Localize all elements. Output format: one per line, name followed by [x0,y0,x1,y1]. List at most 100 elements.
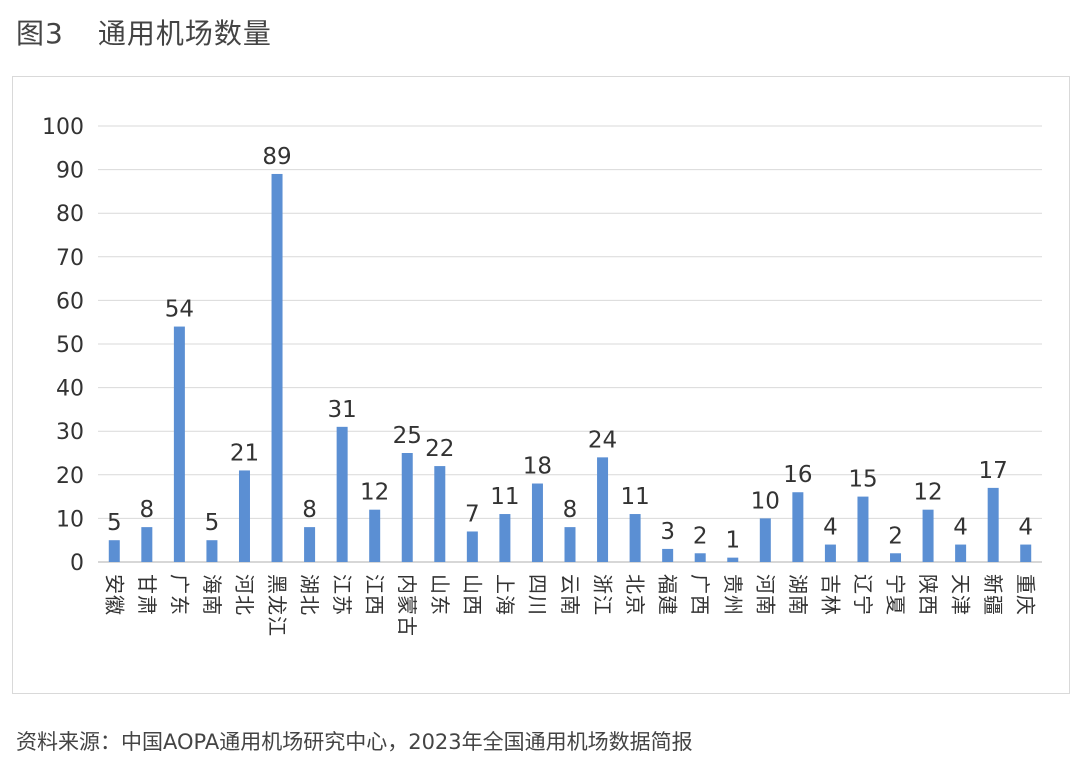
data-label: 8 [302,497,317,523]
svg-text:北: 北 [232,595,256,615]
data-label: 1 [725,528,740,554]
data-label: 25 [393,423,422,449]
y-tick-label: 10 [56,507,84,532]
data-label: 16 [783,462,812,488]
svg-text:江: 江 [591,595,615,615]
source-note: 资料来源：中国AOPA通用机场研究中心，2023年全国通用机场数据简报 [16,730,693,754]
data-label: 10 [751,488,780,514]
bar [564,527,576,562]
x-tick-label: 辽宁 [851,574,875,615]
x-tick-label: 内蒙古 [395,574,419,636]
data-label: 54 [165,297,194,323]
bar [694,553,706,562]
x-tick-label: 江西 [363,574,387,615]
svg-text:内: 内 [395,574,419,594]
data-label: 4 [1018,515,1033,541]
data-label: 89 [262,144,291,170]
x-tick-label: 安徽 [102,574,126,615]
svg-text:徽: 徽 [102,595,126,615]
y-tick-label: 20 [56,464,84,489]
x-tick-label: 河北 [232,574,256,615]
data-label: 31 [327,397,356,423]
svg-text:天: 天 [949,574,973,594]
data-label: 8 [563,497,578,523]
svg-text:夏: 夏 [884,595,908,615]
svg-text:山: 山 [428,574,452,594]
data-label: 17 [979,458,1008,484]
y-tick-label: 40 [56,377,84,402]
data-label: 18 [523,454,552,480]
bar [108,540,120,562]
figure-number: 图3 [16,17,64,50]
svg-text:南: 南 [786,595,810,615]
svg-text:西: 西 [688,595,712,615]
bar [238,470,250,562]
data-label: 11 [620,484,649,510]
data-label: 7 [465,501,480,527]
x-tick-label: 浙江 [591,574,615,615]
data-label: 12 [913,480,942,506]
bar [727,557,739,562]
chart-frame [12,76,1070,694]
x-tick-label: 湖南 [786,574,810,615]
x-tick-label: 山东 [428,574,452,615]
svg-text:广: 广 [167,574,191,594]
data-label: 2 [693,523,708,549]
svg-text:湖: 湖 [298,574,322,594]
svg-text:重: 重 [1014,574,1038,594]
data-label: 3 [660,519,675,545]
svg-text:黑: 黑 [265,574,289,594]
svg-text:陕: 陕 [916,574,940,594]
y-tick-label: 0 [70,551,84,576]
data-label: 8 [140,497,155,523]
bar [955,544,967,562]
x-tick-label: 湖北 [298,574,322,615]
svg-text:福: 福 [656,574,680,594]
svg-text:南: 南 [753,595,777,615]
x-tick-label: 黑龙江 [265,574,289,636]
x-tick-label: 河南 [753,574,777,615]
svg-text:龙: 龙 [265,595,289,615]
data-label: 12 [360,480,389,506]
data-label: 15 [848,467,877,493]
svg-text:南: 南 [200,595,224,615]
svg-text:湖: 湖 [786,574,810,594]
svg-text:肃: 肃 [135,595,159,615]
x-tick-label: 广西 [688,574,712,615]
svg-text:甘: 甘 [135,574,159,594]
x-tick-label: 北京 [623,574,647,615]
svg-text:西: 西 [363,595,387,615]
x-tick-label: 吉林 [818,574,842,615]
y-tick-label: 50 [56,333,84,358]
x-tick-label: 宁夏 [884,574,908,615]
svg-text:吉: 吉 [818,574,842,594]
y-tick-label: 70 [56,246,84,271]
svg-text:江: 江 [363,574,387,594]
bar [662,548,674,562]
bar [206,540,218,562]
bar [857,496,869,562]
bar [271,173,283,562]
svg-text:广: 广 [688,574,712,594]
svg-text:林: 林 [818,595,842,615]
figure-title: 图3 通用机场数量 [16,12,272,52]
bar-chart: 01020304050607080901005安徽8甘肃54广东5海南21河北8… [42,115,1042,636]
x-tick-label: 江苏 [330,574,354,615]
svg-text:建: 建 [656,595,680,615]
data-label: 11 [490,484,519,510]
bar [531,483,543,562]
bar [792,492,804,562]
svg-text:云: 云 [558,574,582,594]
bar [173,326,185,562]
x-tick-label: 山西 [460,574,484,615]
svg-text:山: 山 [460,574,484,594]
svg-text:南: 南 [558,595,582,615]
bar [922,509,934,562]
bar [304,527,316,562]
bar [759,518,771,562]
svg-text:古: 古 [395,616,419,636]
data-label: 21 [230,440,259,466]
bar [336,426,348,562]
y-tick-label: 80 [56,202,84,227]
svg-text:浙: 浙 [591,574,615,594]
